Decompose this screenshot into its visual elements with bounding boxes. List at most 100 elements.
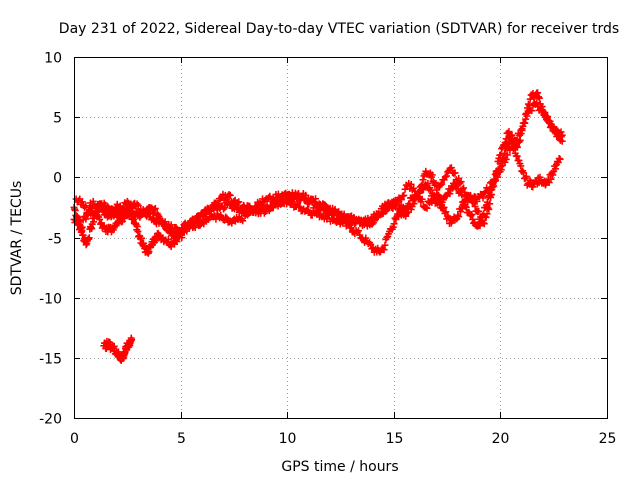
data-point — [410, 200, 418, 208]
data-point — [202, 210, 210, 218]
data-point — [502, 155, 510, 163]
data-point — [225, 191, 233, 199]
data-point — [540, 110, 548, 118]
data-point — [454, 212, 462, 220]
data-point — [534, 89, 542, 97]
data-point — [526, 95, 534, 103]
data-point — [464, 191, 472, 199]
data-point — [77, 224, 85, 232]
data-point — [382, 207, 390, 215]
y-tick-label: -10 — [39, 292, 62, 308]
data-point — [455, 213, 463, 221]
data-point — [232, 201, 240, 209]
data-point — [490, 176, 498, 184]
y-axis-label: SDTVAR / TECUs — [9, 181, 25, 296]
data-point — [128, 204, 136, 212]
y-tick-label: -20 — [39, 412, 62, 428]
data-point — [513, 136, 521, 144]
data-point — [523, 112, 531, 120]
x-tick-label: 20 — [492, 431, 510, 447]
y-tick-label: 0 — [53, 171, 62, 187]
data-point — [506, 133, 514, 141]
data-point — [389, 223, 397, 231]
data-point — [484, 187, 492, 195]
data-point — [451, 169, 459, 177]
data-point — [440, 203, 448, 211]
data-point — [128, 336, 136, 344]
data-point — [82, 202, 90, 210]
data-point — [173, 233, 181, 241]
data-point — [558, 137, 566, 145]
data-point — [380, 246, 388, 254]
data-point — [200, 220, 208, 228]
data-point — [340, 210, 348, 218]
data-point — [305, 200, 313, 208]
data-point — [295, 202, 303, 210]
data-point — [534, 93, 542, 101]
data-point — [318, 202, 326, 210]
data-point — [423, 204, 431, 212]
data-point — [390, 220, 398, 228]
data-point — [167, 221, 175, 229]
x-tick-label: 15 — [386, 431, 404, 447]
data-point — [447, 164, 455, 172]
data-point — [480, 220, 488, 228]
data-point — [227, 200, 235, 208]
data-point — [484, 204, 492, 212]
data-point — [556, 155, 564, 163]
y-tick-label: 10 — [44, 51, 62, 67]
data-point — [418, 195, 426, 203]
data-point — [533, 99, 541, 107]
x-axis-label: GPS time / hours — [281, 459, 398, 475]
data-point — [442, 208, 450, 216]
x-tick-label: 0 — [70, 431, 79, 447]
data-point — [486, 200, 494, 208]
data-point — [460, 184, 468, 192]
data-point — [515, 156, 523, 164]
data-point — [557, 128, 565, 136]
data-point — [285, 190, 293, 198]
data-point — [438, 198, 446, 206]
data-point — [407, 180, 415, 188]
data-point — [239, 217, 247, 225]
data-point — [136, 213, 144, 221]
data-point — [216, 195, 224, 203]
x-tick-label: 25 — [599, 431, 617, 447]
x-tick-label: 5 — [177, 431, 186, 447]
data-point — [528, 107, 536, 115]
data-point — [507, 132, 515, 140]
data-point — [518, 125, 526, 133]
data-points — [70, 89, 566, 364]
data-point — [381, 241, 389, 249]
y-tick-label: -15 — [39, 352, 62, 368]
y-tick-label: -5 — [48, 232, 62, 248]
data-point — [82, 215, 90, 223]
data-point — [411, 187, 419, 195]
data-point — [220, 205, 228, 213]
data-point — [467, 212, 475, 220]
data-point — [503, 151, 511, 159]
data-point — [289, 194, 297, 202]
data-point — [106, 338, 114, 346]
data-point — [522, 172, 530, 180]
data-point — [85, 234, 93, 242]
data-point — [547, 175, 555, 183]
data-point — [471, 202, 479, 210]
data-point — [444, 168, 452, 176]
data-point — [78, 223, 86, 231]
data-point — [468, 211, 476, 219]
data-point — [75, 219, 83, 227]
data-point — [279, 199, 287, 207]
data-point — [479, 194, 487, 202]
data-point — [133, 200, 141, 208]
data-point — [494, 173, 502, 181]
data-point — [497, 166, 505, 174]
data-point — [347, 224, 355, 232]
data-point — [516, 131, 524, 139]
data-point — [442, 172, 450, 180]
y-tick-label: 5 — [53, 111, 62, 127]
data-point — [502, 135, 510, 143]
data-point — [312, 195, 320, 203]
data-point — [552, 126, 560, 134]
